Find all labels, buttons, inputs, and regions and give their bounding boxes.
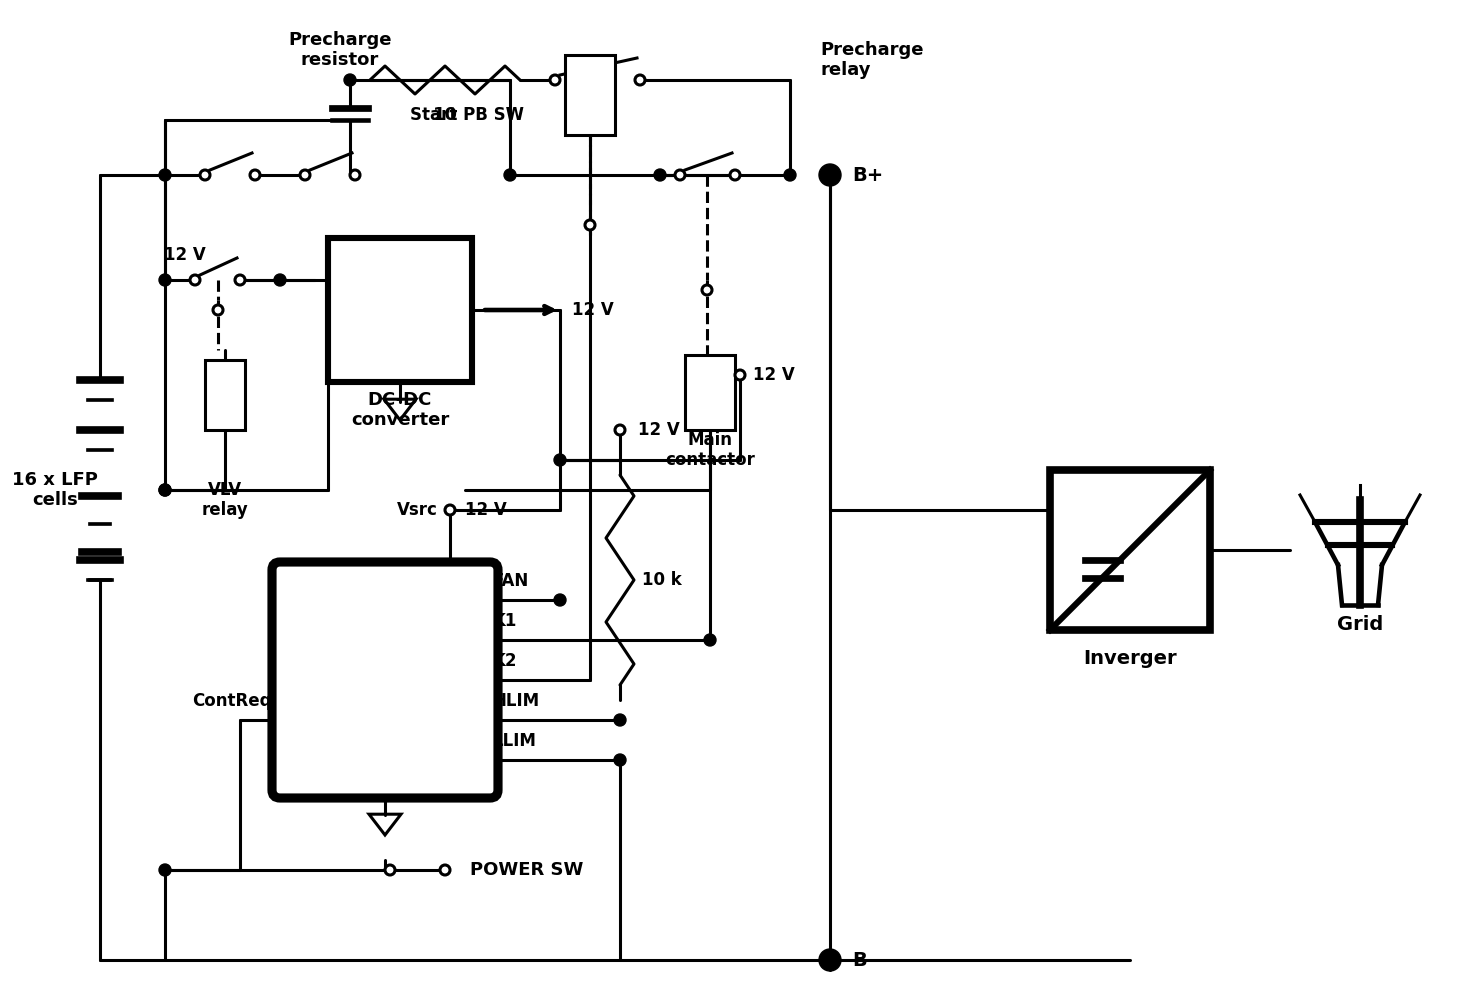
Text: 12 V: 12 V — [637, 421, 680, 439]
Text: POWER SW: POWER SW — [470, 861, 584, 879]
Circle shape — [159, 274, 170, 286]
Circle shape — [213, 305, 222, 315]
Text: Lithiumate
BMS
master
Rev 2.89 +: Lithiumate BMS master Rev 2.89 + — [326, 607, 445, 692]
Circle shape — [445, 505, 455, 515]
Circle shape — [554, 454, 566, 466]
Circle shape — [554, 594, 566, 606]
Text: ~: ~ — [1140, 578, 1160, 602]
Text: Start PB SW: Start PB SW — [411, 106, 525, 124]
Circle shape — [820, 949, 840, 971]
Circle shape — [585, 220, 594, 230]
Text: 16 x LFP
cells: 16 x LFP cells — [12, 471, 98, 509]
Text: 12 V: 12 V — [165, 246, 206, 264]
Bar — [565, 55, 615, 135]
Circle shape — [350, 170, 360, 180]
Text: DC-DC
converter: DC-DC converter — [351, 391, 449, 430]
Circle shape — [190, 275, 200, 285]
Text: Precharge
relay: Precharge relay — [820, 41, 923, 79]
Circle shape — [674, 170, 685, 180]
Circle shape — [784, 169, 796, 181]
Text: 10: 10 — [433, 106, 458, 124]
Circle shape — [614, 714, 625, 726]
Circle shape — [299, 170, 310, 180]
Text: Inverger: Inverger — [1083, 648, 1177, 667]
Circle shape — [615, 425, 625, 435]
Text: 12 V: 12 V — [465, 501, 507, 519]
Circle shape — [159, 169, 170, 181]
Text: K1: K1 — [494, 612, 517, 630]
Bar — [205, 360, 245, 430]
Circle shape — [236, 275, 245, 285]
Text: 10 k: 10 k — [642, 571, 682, 589]
Text: Main
contactor: Main contactor — [665, 431, 754, 469]
Circle shape — [820, 164, 840, 186]
Circle shape — [550, 75, 560, 85]
Circle shape — [735, 370, 745, 380]
Circle shape — [731, 170, 740, 180]
Text: ContReq: ContReq — [193, 692, 273, 710]
Text: HLIM: HLIM — [494, 692, 539, 710]
Text: LLIM: LLIM — [494, 732, 536, 750]
Circle shape — [344, 74, 356, 86]
Bar — [1051, 470, 1209, 630]
Circle shape — [440, 865, 451, 875]
Text: B-: B- — [852, 951, 874, 970]
Circle shape — [159, 484, 170, 496]
FancyBboxPatch shape — [273, 562, 498, 798]
Circle shape — [159, 864, 170, 876]
Text: B+: B+ — [852, 165, 883, 184]
Circle shape — [274, 274, 286, 286]
Circle shape — [704, 634, 716, 646]
Bar — [328, 238, 471, 382]
Text: Vsrc: Vsrc — [397, 501, 439, 519]
Circle shape — [385, 865, 396, 875]
Circle shape — [250, 170, 259, 180]
Text: Precharge
resistor: Precharge resistor — [289, 31, 391, 69]
Text: 12 V: 12 V — [753, 366, 794, 384]
Circle shape — [702, 285, 711, 295]
Text: Grid: Grid — [1337, 615, 1383, 634]
Text: 12 V: 12 V — [572, 301, 614, 319]
Circle shape — [504, 169, 516, 181]
Circle shape — [614, 754, 625, 766]
Circle shape — [159, 484, 170, 496]
Text: K2: K2 — [494, 652, 517, 670]
Bar — [685, 355, 735, 430]
Circle shape — [200, 170, 210, 180]
Circle shape — [634, 75, 645, 85]
Text: VLV
relay: VLV relay — [202, 481, 249, 519]
Text: FAN: FAN — [494, 572, 529, 590]
Circle shape — [654, 169, 665, 181]
